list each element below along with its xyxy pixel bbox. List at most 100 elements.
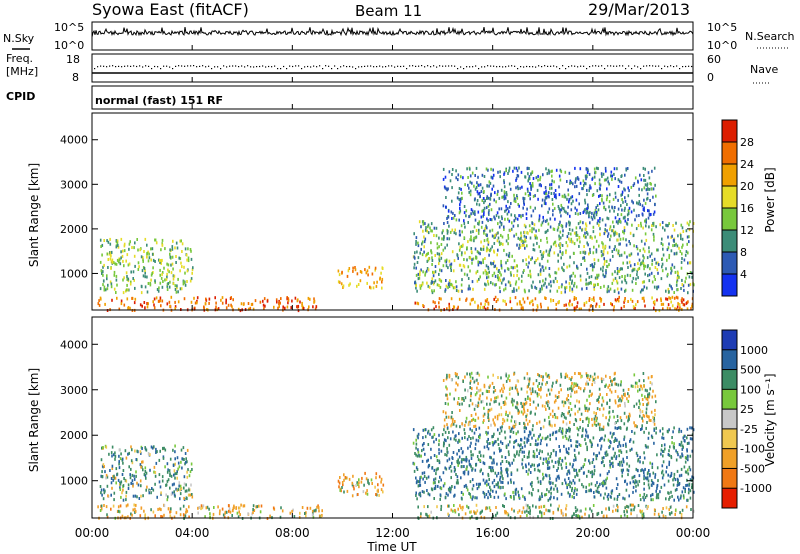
heatmap-cell bbox=[632, 490, 634, 494]
heatmap-cell bbox=[266, 299, 269, 303]
heatmap-cell bbox=[610, 491, 613, 495]
heatmap-cell bbox=[542, 219, 545, 223]
heatmap-cell bbox=[338, 481, 341, 485]
heatmap-cell bbox=[209, 515, 211, 519]
heatmap-cell bbox=[563, 262, 565, 266]
nave-dot bbox=[637, 66, 639, 68]
heatmap-cell bbox=[456, 461, 459, 464]
heatmap-cell bbox=[471, 171, 474, 175]
heatmap-cell bbox=[438, 297, 441, 301]
heatmap-cell bbox=[637, 385, 639, 389]
heatmap-cell bbox=[477, 251, 480, 255]
heatmap-cell bbox=[632, 184, 635, 187]
heatmap-cell bbox=[231, 508, 234, 512]
heatmap-cell bbox=[513, 219, 515, 223]
heatmap-cell bbox=[504, 436, 507, 440]
heatmap-cell bbox=[639, 402, 641, 406]
nave-dot bbox=[394, 66, 396, 68]
nave-dot bbox=[451, 65, 453, 67]
heatmap-cell bbox=[171, 255, 174, 259]
heatmap-cell bbox=[617, 426, 620, 430]
heatmap-cell bbox=[487, 271, 489, 275]
heatmap-cell bbox=[98, 303, 101, 307]
heatmap-cell bbox=[423, 505, 425, 509]
heatmap-cell bbox=[599, 187, 601, 191]
heatmap-cell bbox=[135, 470, 137, 474]
heatmap-cell bbox=[525, 414, 527, 418]
heatmap-cell bbox=[434, 477, 437, 481]
heatmap-cell bbox=[568, 494, 571, 498]
heatmap-cell bbox=[123, 477, 125, 480]
heatmap-cell bbox=[480, 247, 482, 251]
heatmap-cell bbox=[584, 409, 587, 412]
heatmap-cell bbox=[680, 429, 683, 433]
heatmap-cell bbox=[434, 254, 436, 257]
heatmap-cell bbox=[424, 452, 426, 456]
heatmap-cell bbox=[457, 191, 460, 195]
heatmap-cell bbox=[545, 230, 548, 234]
heatmap-cell bbox=[677, 302, 679, 306]
heatmap-cell bbox=[446, 231, 449, 235]
heatmap-cell bbox=[594, 170, 597, 174]
heatmap-cell bbox=[655, 489, 657, 493]
heatmap-cell bbox=[507, 233, 509, 237]
heatmap-cell bbox=[471, 298, 473, 302]
heatmap-cell bbox=[542, 268, 545, 272]
heatmap-cell bbox=[123, 264, 125, 268]
heatmap-cell bbox=[634, 306, 636, 310]
heatmap-cell bbox=[586, 232, 589, 236]
heatmap-cell bbox=[613, 225, 615, 229]
heatmap-cell bbox=[531, 387, 534, 391]
heatmap-cell bbox=[490, 262, 493, 266]
heatmap-cell bbox=[102, 446, 104, 449]
heatmap-cell bbox=[351, 494, 354, 498]
heatmap-cell bbox=[582, 465, 584, 469]
heatmap-cell bbox=[560, 285, 563, 289]
heatmap-cell bbox=[133, 503, 135, 507]
heatmap-cell bbox=[515, 384, 517, 388]
heatmap-cell bbox=[558, 286, 560, 290]
heatmap-cell bbox=[609, 193, 611, 197]
heatmap-cell bbox=[581, 515, 583, 519]
heatmap-cell bbox=[648, 431, 650, 435]
heatmap-cell bbox=[147, 282, 150, 285]
heatmap-cell bbox=[427, 223, 430, 227]
heatmap-cell bbox=[465, 483, 467, 487]
heatmap-cell bbox=[603, 284, 605, 288]
heatmap-cell bbox=[609, 415, 611, 419]
heatmap-cell bbox=[488, 253, 490, 257]
heatmap-cell bbox=[595, 210, 598, 214]
nave-dot bbox=[478, 68, 480, 70]
heatmap-cell bbox=[623, 251, 626, 255]
heatmap-cell bbox=[609, 227, 611, 231]
nave-dot bbox=[220, 68, 222, 70]
heatmap-cell bbox=[115, 467, 118, 471]
heatmap-cell bbox=[543, 505, 545, 508]
heatmap-cell bbox=[457, 463, 459, 467]
heatmap-cell bbox=[527, 172, 529, 176]
heatmap-cell bbox=[502, 401, 505, 404]
heatmap-cell bbox=[626, 167, 629, 170]
heatmap-cell bbox=[104, 302, 106, 306]
heatmap-cell bbox=[477, 183, 479, 187]
heatmap-cell bbox=[448, 466, 451, 470]
heatmap-cell bbox=[495, 513, 497, 517]
heatmap-cell bbox=[153, 445, 155, 449]
heatmap-cell bbox=[610, 379, 612, 383]
heatmap-cell bbox=[632, 234, 635, 238]
heatmap-cell bbox=[608, 405, 611, 409]
heatmap-cell bbox=[675, 449, 677, 453]
heatmap-cell bbox=[379, 277, 381, 281]
heatmap-cell bbox=[538, 290, 541, 294]
heatmap-cell bbox=[133, 477, 136, 481]
heatmap-cell bbox=[154, 260, 156, 263]
heatmap-cell bbox=[692, 509, 695, 513]
nave-dot bbox=[457, 68, 459, 70]
heatmap-cell bbox=[547, 435, 549, 439]
heatmap-cell bbox=[633, 474, 636, 478]
heatmap-cell bbox=[506, 193, 508, 197]
heatmap-cell bbox=[678, 474, 681, 478]
heatmap-cell bbox=[489, 408, 491, 412]
heatmap-cell bbox=[681, 447, 684, 451]
heatmap-cell bbox=[237, 515, 240, 519]
